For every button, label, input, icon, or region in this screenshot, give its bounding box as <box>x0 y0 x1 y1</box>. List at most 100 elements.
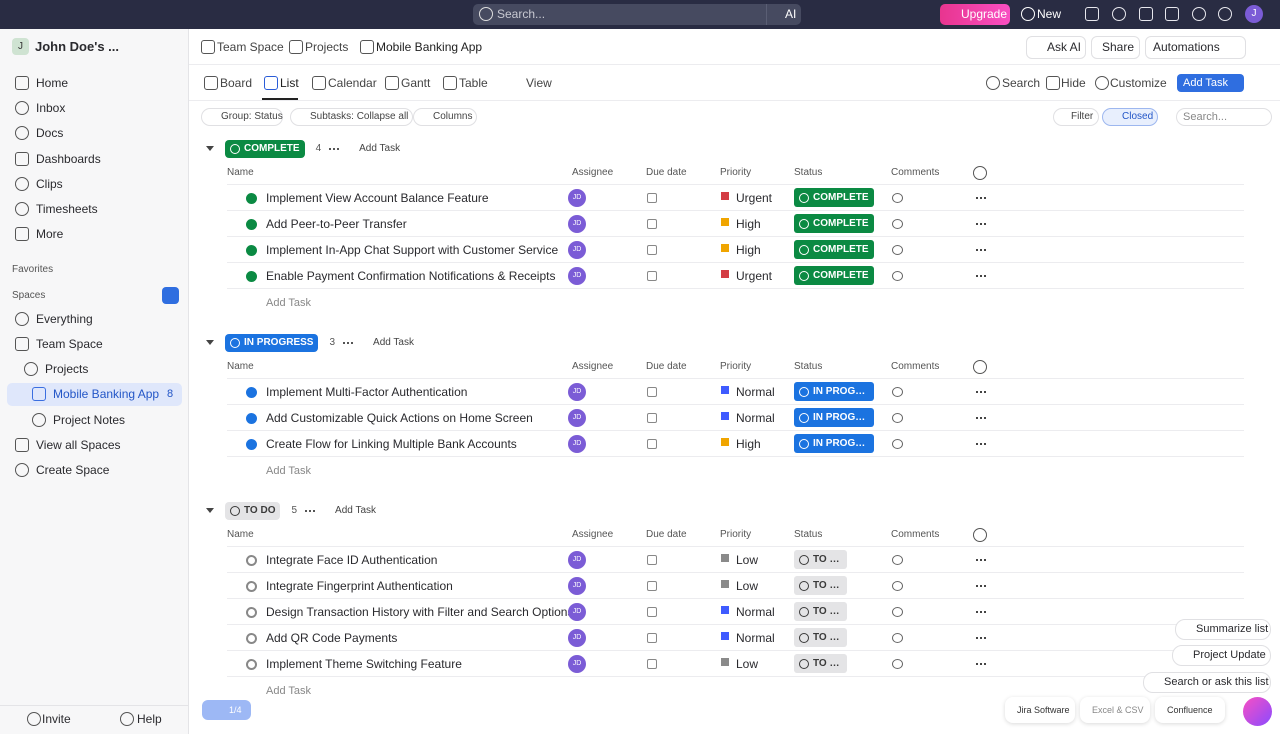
nav-item[interactable]: Timesheets <box>36 201 98 217</box>
nav-item[interactable]: Home <box>36 75 68 91</box>
row-menu[interactable] <box>976 223 986 225</box>
task-status[interactable]: IN PROGRESS <box>794 434 874 453</box>
comment-icon[interactable] <box>892 581 903 591</box>
assignee-avatar[interactable]: JD <box>568 241 586 259</box>
assignee-avatar[interactable]: JD <box>568 383 586 401</box>
task-status[interactable]: COMPLETE <box>794 240 874 259</box>
due-date-icon[interactable] <box>647 245 657 255</box>
task-status[interactable]: COMPLETE <box>794 266 874 285</box>
tree-item[interactable]: Projects <box>45 361 88 377</box>
assignee-avatar[interactable]: JD <box>568 215 586 233</box>
view-tab[interactable]: Board <box>220 75 252 91</box>
assignee-avatar[interactable]: JD <box>568 655 586 673</box>
priority-label[interactable]: Normal <box>736 410 775 426</box>
priority-label[interactable]: Urgent <box>736 268 772 284</box>
tree-item[interactable]: View all Spaces <box>36 437 121 453</box>
row-menu[interactable] <box>976 559 986 561</box>
priority-label[interactable]: Normal <box>736 384 775 400</box>
priority-label[interactable]: Urgent <box>736 190 772 206</box>
task-row[interactable]: Implement Theme Switching FeatureJDLowTO… <box>227 651 1244 677</box>
search-button[interactable]: Search <box>1002 75 1040 91</box>
add-task-row[interactable]: Add Task <box>252 683 311 699</box>
priority-label[interactable]: Low <box>736 552 758 568</box>
due-date-icon[interactable] <box>647 581 657 591</box>
due-date-icon[interactable] <box>647 555 657 565</box>
task-status[interactable]: TO DO <box>794 628 847 647</box>
progress-badge[interactable] <box>202 700 251 720</box>
task-row[interactable]: Integrate Face ID AuthenticationJDLowTO … <box>227 547 1244 573</box>
due-date-icon[interactable] <box>647 439 657 449</box>
comment-icon[interactable] <box>892 387 903 397</box>
add-view[interactable]: View <box>526 75 552 91</box>
nav-item[interactable]: Docs <box>36 125 63 141</box>
assignee-avatar[interactable]: JD <box>568 409 586 427</box>
group-add-task[interactable]: Add Task <box>323 503 376 519</box>
breadcrumb-item[interactable]: Team Space <box>217 39 284 55</box>
due-date-icon[interactable] <box>647 193 657 203</box>
comment-icon[interactable] <box>892 271 903 281</box>
comment-icon[interactable] <box>892 439 903 449</box>
row-menu[interactable] <box>976 249 986 251</box>
hide-button[interactable]: Hide <box>1061 75 1086 91</box>
row-menu[interactable] <box>976 443 986 445</box>
task-name[interactable]: Add Customizable Quick Actions on Home S… <box>266 410 533 426</box>
group-add-task[interactable]: Add Task <box>361 335 414 351</box>
row-menu[interactable] <box>976 637 986 639</box>
assignee-avatar[interactable]: JD <box>568 267 586 285</box>
due-date-icon[interactable] <box>647 607 657 617</box>
ai-fab[interactable] <box>1243 697 1272 726</box>
nav-item[interactable]: Dashboards <box>36 151 101 167</box>
task-row[interactable]: Add Peer-to-Peer TransferJDHighCOMPLETE <box>227 211 1244 237</box>
group-menu[interactable] <box>305 510 315 512</box>
task-name[interactable]: Implement Theme Switching Feature <box>266 656 462 672</box>
status-pill[interactable]: IN PROGRESS <box>225 334 318 352</box>
row-menu[interactable] <box>976 585 986 587</box>
task-row[interactable]: Enable Payment Confirmation Notification… <box>227 263 1244 289</box>
status-pill[interactable]: TO DO <box>225 502 280 520</box>
task-name[interactable]: Create Flow for Linking Multiple Bank Ac… <box>266 436 517 452</box>
comment-icon[interactable] <box>892 219 903 229</box>
assignee-avatar[interactable]: JD <box>568 189 586 207</box>
row-menu[interactable] <box>976 275 986 277</box>
priority-label[interactable]: Low <box>736 656 758 672</box>
group-menu[interactable] <box>329 148 339 150</box>
assignee-avatar[interactable]: JD <box>568 551 586 569</box>
task-row[interactable]: Implement In-App Chat Support with Custo… <box>227 237 1244 263</box>
customize-button[interactable]: Customize <box>1110 75 1167 91</box>
breadcrumb-item[interactable]: Mobile Banking App <box>376 39 482 55</box>
help-button[interactable]: Help <box>137 711 162 727</box>
tree-item[interactable]: Everything <box>36 311 93 327</box>
task-name[interactable]: Enable Payment Confirmation Notification… <box>266 268 555 284</box>
due-date-icon[interactable] <box>647 387 657 397</box>
task-name[interactable]: Add Peer-to-Peer Transfer <box>266 216 407 232</box>
task-name[interactable]: Integrate Face ID Authentication <box>266 552 437 568</box>
task-row[interactable]: Design Transaction History with Filter a… <box>227 599 1244 625</box>
comment-icon[interactable] <box>892 245 903 255</box>
nav-item[interactable]: More <box>36 226 63 242</box>
task-status[interactable]: IN PROGRESS <box>794 408 874 427</box>
priority-label[interactable]: Normal <box>736 630 775 646</box>
priority-label[interactable]: High <box>736 436 761 452</box>
task-row[interactable]: Implement View Account Balance Feature JD… <box>227 185 1244 211</box>
row-menu[interactable] <box>976 663 986 665</box>
task-row[interactable]: Integrate Fingerprint AuthenticationJDLo… <box>227 573 1244 599</box>
task-name[interactable]: Implement View Account Balance Feature <box>266 190 489 206</box>
task-row[interactable]: Add QR Code Payments JD Normal TO DO <box>227 625 1244 651</box>
task-name[interactable]: Design Transaction History with Filter a… <box>266 604 573 620</box>
view-tab[interactable]: Table <box>459 75 488 91</box>
new-label[interactable]: New <box>1037 6 1061 22</box>
assignee-avatar[interactable]: JD <box>568 629 586 647</box>
comment-icon[interactable] <box>892 555 903 565</box>
priority-label[interactable]: High <box>736 216 761 232</box>
comment-icon[interactable] <box>892 193 903 203</box>
task-name[interactable]: Add QR Code Payments <box>266 630 397 646</box>
invite-button[interactable]: Invite <box>42 711 71 727</box>
task-status[interactable]: IN PROGRESS <box>794 382 874 401</box>
priority-label[interactable]: Low <box>736 578 758 594</box>
view-tab[interactable]: Gantt <box>401 75 430 91</box>
assignee-avatar[interactable]: JD <box>568 435 586 453</box>
task-name[interactable]: Implement Multi-Factor Authentication <box>266 384 467 400</box>
task-status[interactable]: TO DO <box>794 602 847 621</box>
task-status[interactable]: TO DO <box>794 576 847 595</box>
task-status[interactable]: COMPLETE <box>794 188 874 207</box>
